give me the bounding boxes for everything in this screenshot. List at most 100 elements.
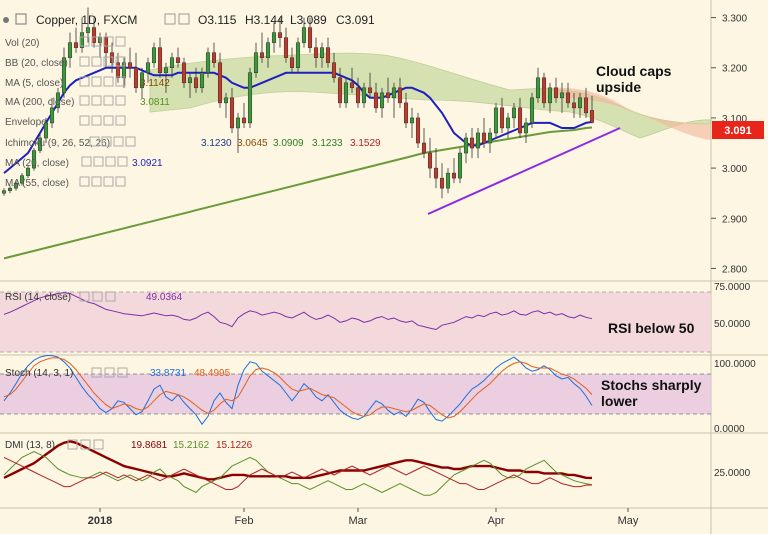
legend-control-icon[interactable] — [113, 136, 124, 147]
dmi-tick: 25.0000 — [714, 468, 751, 479]
legend-control-icon[interactable] — [91, 176, 102, 187]
dmi-hide-icon[interactable] — [80, 439, 91, 450]
legend-control-icon[interactable] — [89, 136, 100, 147]
candle-body — [247, 72, 253, 124]
legend-control-icon[interactable] — [79, 36, 90, 47]
candle-body — [205, 52, 211, 74]
legend-control-icon[interactable] — [91, 36, 102, 47]
legend-control-icon[interactable] — [103, 76, 114, 87]
candle-body — [415, 117, 421, 144]
legend-control-icon[interactable] — [79, 95, 90, 106]
candle-body — [559, 92, 565, 99]
legend-control-icon[interactable] — [115, 115, 126, 126]
candle-body — [451, 172, 457, 179]
candle-body — [79, 32, 85, 48]
ma-line — [3, 66, 593, 174]
rsi-tick: 75.0000 — [714, 282, 751, 293]
legend-control-icon[interactable] — [115, 36, 126, 47]
candle-body — [355, 87, 361, 104]
stoch-hide-icon[interactable] — [104, 367, 115, 378]
indicator-line — [3, 292, 593, 331]
legend-control-icon[interactable] — [105, 156, 116, 167]
candle-body — [25, 167, 31, 176]
candle-body — [259, 52, 265, 58]
rsi-settings-icon[interactable] — [79, 291, 90, 302]
hide-icon[interactable] — [178, 13, 190, 25]
candle-body — [469, 137, 475, 149]
legend-control-icon[interactable] — [79, 56, 90, 67]
status-dot-icon — [3, 17, 9, 23]
time-tick-label: May — [618, 515, 639, 527]
stoch-legend-label: Stoch (14, 3, 1) — [5, 368, 73, 379]
candle-body — [529, 97, 535, 124]
legend-control-icon[interactable] — [91, 115, 102, 126]
legend-control-icon[interactable] — [101, 136, 112, 147]
rsi-hide-icon[interactable] — [92, 291, 103, 302]
candle-body — [241, 117, 247, 124]
candle-body — [307, 27, 313, 48]
legend-control-icon[interactable] — [103, 36, 114, 47]
stoch-band — [0, 374, 711, 414]
dmi-value-1: 19.8681 — [131, 440, 168, 451]
candle-body — [361, 87, 367, 104]
stoch-k-value: 33.8731 — [150, 368, 187, 379]
candle-body — [163, 67, 169, 74]
ichimoku-value: 3.1529 — [350, 138, 381, 149]
legend-control-icon[interactable] — [79, 76, 90, 87]
candle-body — [169, 57, 175, 68]
legend-control-icon[interactable] — [103, 115, 114, 126]
stoch-legend-controls[interactable] — [91, 367, 128, 378]
candle-body — [505, 117, 511, 129]
candle-body — [145, 62, 151, 74]
candle-body — [283, 37, 289, 58]
legend-control-icon[interactable] — [117, 156, 128, 167]
legend-control-icon[interactable] — [115, 76, 126, 87]
stoch-settings-icon[interactable] — [91, 367, 102, 378]
ichimoku-value: 3.1230 — [201, 138, 232, 149]
indicator-line — [3, 456, 593, 490]
legend-control-icon[interactable] — [125, 136, 136, 147]
candle-body — [211, 52, 217, 63]
time-tick-label: Apr — [487, 515, 504, 527]
settings-icon[interactable] — [164, 13, 176, 25]
dmi-settings-icon[interactable] — [67, 439, 78, 450]
legend-control-icon[interactable] — [91, 56, 102, 67]
indicator-line — [3, 355, 593, 426]
candle-body — [427, 152, 433, 169]
legend-control-icon[interactable] — [115, 56, 126, 67]
candle-body — [445, 172, 451, 189]
dmi-legend-label: DMI (13, 8) — [5, 440, 55, 451]
dmi-legend-controls[interactable] — [67, 439, 104, 450]
rsi-legend-controls[interactable] — [79, 291, 116, 302]
time-tick-label: Feb — [235, 515, 254, 527]
candle-body — [235, 117, 241, 129]
rsi-band — [0, 292, 711, 352]
legend-control-icon[interactable] — [79, 115, 90, 126]
legend-control-icon[interactable] — [103, 95, 114, 106]
candle-body — [409, 117, 415, 124]
dmi-more-icon[interactable] — [93, 439, 104, 450]
legend-control-icon[interactable] — [115, 95, 126, 106]
ohlc-close: C3.091 — [336, 13, 375, 27]
candle-body — [565, 92, 571, 104]
stoch-more-icon[interactable] — [117, 367, 128, 378]
candle-body — [349, 82, 355, 89]
legend-control-icon[interactable] — [103, 56, 114, 67]
legend-control-icon[interactable] — [103, 176, 114, 187]
candle-body — [73, 42, 79, 48]
legend-control-icon[interactable] — [93, 156, 104, 167]
rsi-more-icon[interactable] — [105, 291, 116, 302]
candle-body — [511, 107, 517, 119]
legend-control-icon[interactable] — [91, 95, 102, 106]
candle-body — [19, 175, 25, 184]
candle-body — [487, 132, 493, 144]
symbol-toggle-icon[interactable] — [15, 13, 27, 25]
candle-body — [373, 92, 379, 109]
legend-control-icon[interactable] — [115, 176, 126, 187]
legend-control-icon[interactable] — [91, 76, 102, 87]
legend-control-icon[interactable] — [81, 156, 92, 167]
legend-control-icon[interactable] — [79, 176, 90, 187]
candle-body — [535, 77, 541, 99]
ichimoku-value: 3.0909 — [273, 138, 304, 149]
candle-body — [421, 142, 427, 154]
